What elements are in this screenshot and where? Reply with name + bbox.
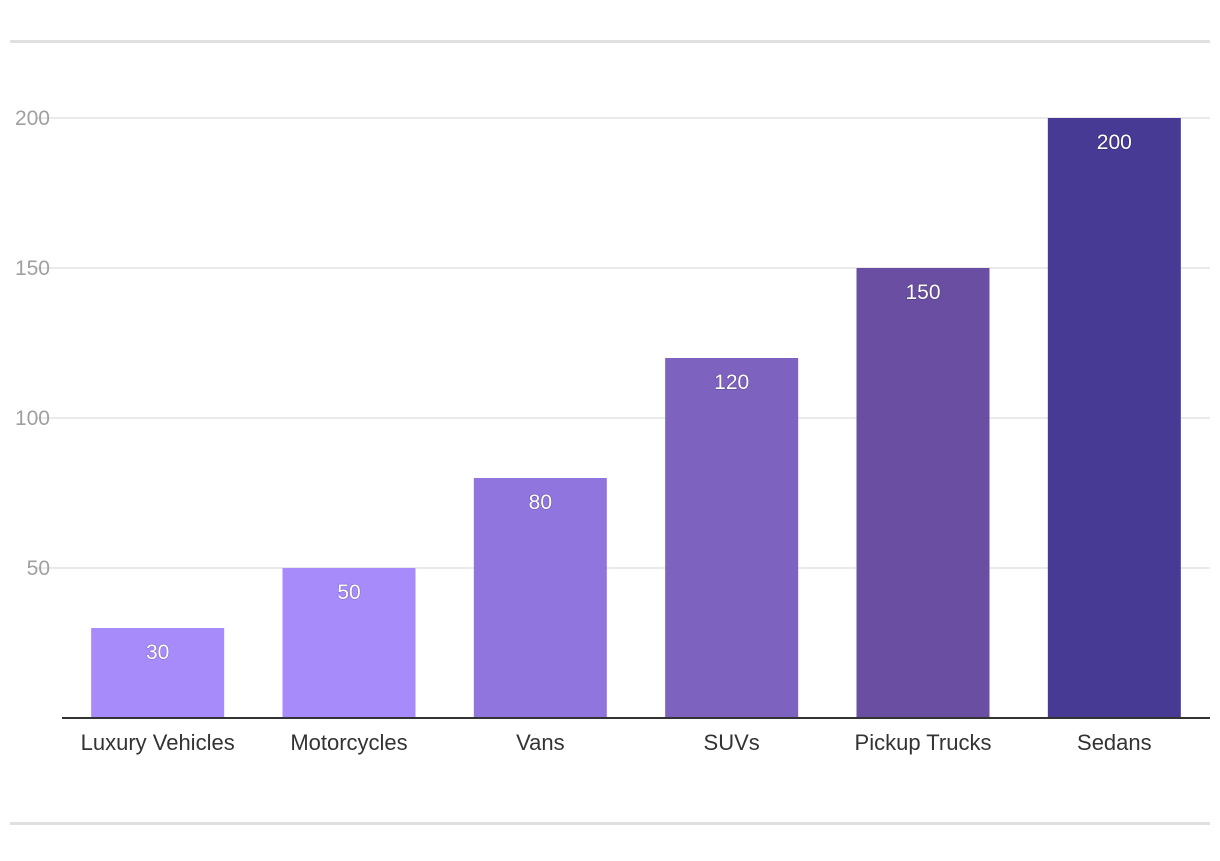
x-tick-label: Motorcycles bbox=[290, 730, 407, 755]
y-tick-label: 150 bbox=[15, 257, 50, 280]
x-tick-label: Vans bbox=[516, 730, 565, 755]
x-tick-label: Luxury Vehicles bbox=[81, 730, 235, 755]
axes: 50 100 150 200 Luxury Vehicles Motorcycles Van… bbox=[15, 107, 1210, 755]
bar bbox=[91, 628, 225, 718]
y-tick-label: 50 bbox=[27, 557, 50, 580]
bars: 30 50 80 120 150 200 bbox=[91, 118, 1181, 718]
bar bbox=[1047, 118, 1181, 718]
x-tick-label: Sedans bbox=[1077, 730, 1152, 755]
y-tick-label: 200 bbox=[15, 107, 50, 130]
bar bbox=[665, 358, 799, 718]
x-tick-label: Pickup Trucks bbox=[855, 730, 992, 755]
bar-value-label: 50 bbox=[337, 581, 360, 604]
bar bbox=[473, 478, 607, 718]
x-tick-label: SUVs bbox=[704, 730, 760, 755]
bar-value-label: 120 bbox=[714, 371, 749, 394]
gridlines bbox=[36, 117, 1210, 569]
bar bbox=[856, 268, 990, 718]
bar-value-label: 30 bbox=[146, 641, 169, 664]
bar-value-label: 80 bbox=[529, 491, 552, 514]
bottom-divider bbox=[10, 822, 1210, 825]
bar-value-label: 200 bbox=[1097, 131, 1132, 154]
bar bbox=[282, 568, 416, 718]
top-divider bbox=[10, 40, 1210, 43]
y-tick-label: 100 bbox=[15, 407, 50, 430]
bar-value-label: 150 bbox=[905, 281, 940, 304]
